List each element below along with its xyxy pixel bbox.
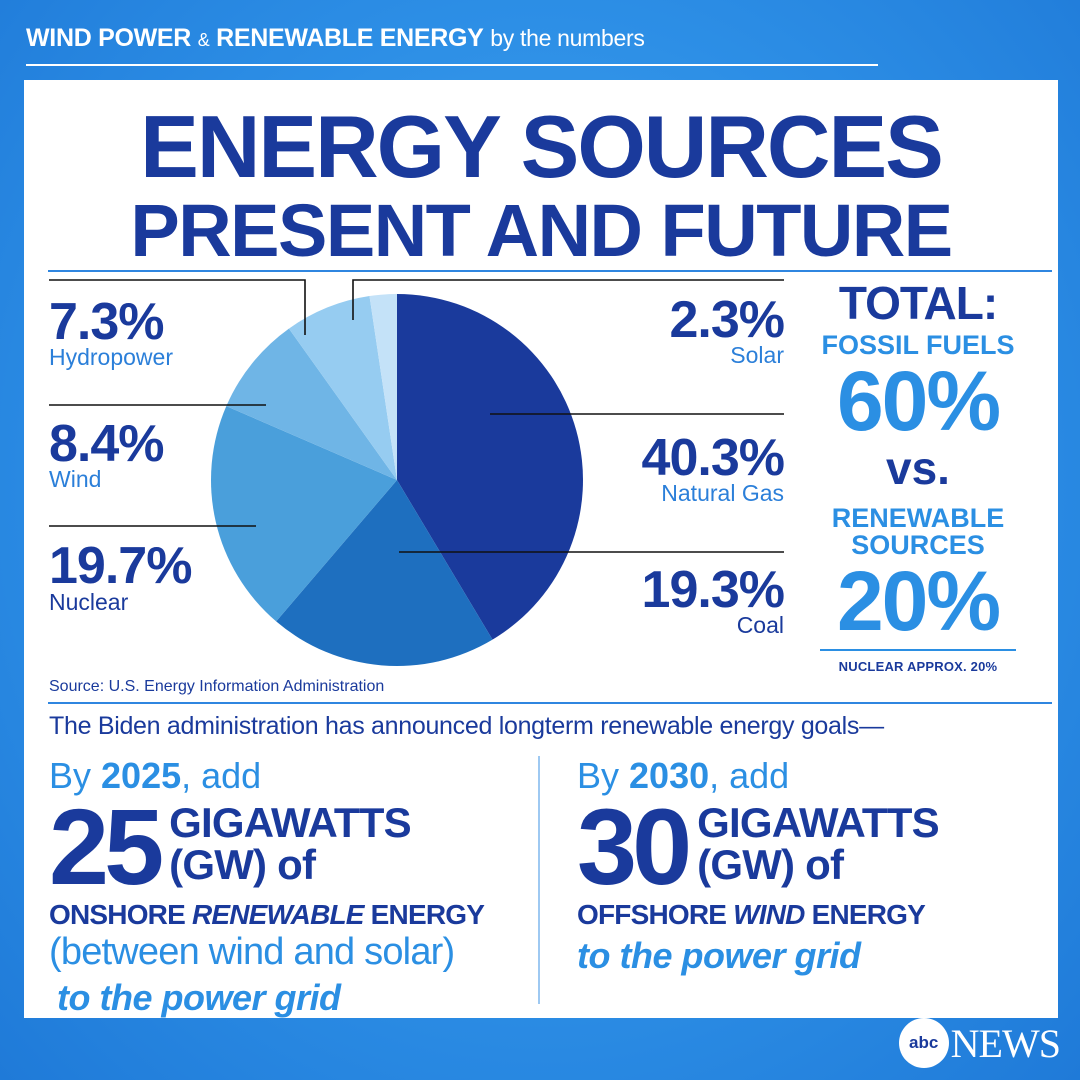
goal-2030-by: By	[577, 755, 620, 796]
goal-2030-year: 2030	[629, 755, 710, 796]
leader-lines	[49, 279, 784, 553]
slice-value-hydropower: 7.3%	[49, 293, 165, 351]
slice-value-coal: 19.3%	[641, 561, 785, 619]
goals-divider	[538, 756, 540, 1004]
pie-slice-solar	[369, 294, 397, 480]
leader-line-hydropower	[49, 279, 306, 335]
slice-label-hydropower: Hydropower	[49, 344, 173, 370]
goal-2030-what-post: ENERGY	[811, 899, 926, 931]
totals-divider	[820, 649, 1016, 651]
title-line1: ENERGY SOURCES	[140, 97, 944, 196]
totals-panel: TOTAL: FOSSIL FUELS 60% vs. RENEWABLE SO…	[810, 280, 1026, 674]
goal-2030-what: OFFSHORE WIND ENERGY	[577, 899, 939, 931]
title-divider	[48, 270, 1052, 272]
slice-value-natural-gas: 40.3%	[641, 429, 785, 487]
goal-2025-unit-line1: GIGAWATTS	[169, 799, 411, 846]
goal-2030-add: , add	[709, 755, 790, 796]
abc-logo-icon: abc	[898, 1018, 949, 1068]
slice-label-wind: Wind	[49, 466, 102, 492]
slice-value-solar: 2.3%	[669, 291, 785, 349]
goal-2025-year: 2025	[101, 755, 182, 796]
goal-2025-by: By	[49, 755, 92, 796]
renewable-label-line2: SOURCES	[851, 530, 985, 560]
slice-value-wind: 8.4%	[49, 415, 165, 473]
slice-label-solar: Solar	[730, 342, 784, 368]
slice-value-nuclear: 19.7%	[49, 537, 192, 595]
section-divider	[48, 702, 1052, 704]
goal-2025-what-pre: ONSHORE	[49, 899, 186, 931]
goal-2030-unit-line1: GIGAWATTS	[697, 799, 939, 846]
goal-2030-grid: to the power grid	[577, 935, 861, 977]
goal-2025-add: , add	[181, 755, 262, 796]
header-part3: by the numbers	[490, 25, 645, 51]
pie-chart	[49, 279, 784, 667]
pie-slices	[210, 294, 583, 667]
abc-news-brand: abc NEWS	[898, 1018, 1061, 1068]
goal-2025-number: 25	[49, 786, 164, 907]
slice-label-coal: Coal	[736, 612, 784, 638]
goal-2030: By 2030, add 30 GIGAWATTS (GW) of OFFSHO…	[577, 758, 940, 977]
header-strap: WIND POWER & RENEWABLE ENERGY by the num…	[26, 24, 645, 53]
goal-2030-number: 30	[577, 786, 692, 907]
goal-2025-unit: GIGAWATTS (GW) of	[169, 802, 411, 886]
title-line2: PRESENT AND FUTURE	[130, 189, 953, 272]
header-divider	[26, 64, 878, 66]
goal-2025-what-em: RENEWABLE	[191, 899, 365, 931]
goal-2030-what-pre: OFFSHORE	[577, 899, 727, 931]
goal-2030-row: 30 GIGAWATTS (GW) of	[577, 786, 940, 907]
slice-label-nuclear: Nuclear	[49, 589, 129, 615]
renewable-value: 20%	[836, 554, 1001, 648]
goal-2030-unit: GIGAWATTS (GW) of	[697, 802, 939, 886]
pie-slice-hydropower	[288, 296, 397, 480]
header-part2: RENEWABLE ENERGY	[216, 24, 484, 52]
goal-2030-unit-line2: (GW) of	[697, 841, 844, 888]
totals-label: TOTAL:	[838, 277, 998, 329]
fossil-fuels-label: FOSSIL FUELS	[821, 330, 1015, 360]
goal-2030-heading: By 2030, add	[577, 758, 939, 794]
pie-slice-wind	[226, 328, 397, 480]
news-wordmark: NEWS	[950, 1020, 1061, 1066]
pie-slice-natural-gas	[397, 294, 583, 640]
goal-2025-what-post: ENERGY	[370, 899, 485, 931]
header-part1: WIND POWER	[26, 24, 192, 52]
announcement-text: The Biden administration has announced l…	[49, 712, 884, 740]
chart-source: Source: U.S. Energy Information Administ…	[49, 678, 385, 695]
renewable-label-line1: RENEWABLE	[831, 503, 1005, 533]
goal-2030-what-em: WIND	[733, 899, 805, 931]
slice-label-natural-gas: Natural Gas	[661, 480, 784, 506]
header-amp: &	[197, 30, 210, 50]
leader-line-solar	[352, 279, 784, 320]
goal-2025-row: 25 GIGAWATTS (GW) of	[49, 786, 484, 907]
infographic-card: ENERGY SOURCES PRESENT AND FUTURE 7.3% H…	[24, 80, 1058, 1018]
nuclear-note: NUCLEAR APPROX. 20%	[838, 659, 998, 674]
versus-label: vs.	[886, 442, 950, 494]
goal-2025-what: ONSHORE RENEWABLE ENERGY	[49, 899, 485, 931]
goal-2025-paren: (between wind and solar)	[49, 931, 455, 974]
goal-2025-heading: By 2025, add	[49, 758, 484, 794]
pie-slice-coal	[276, 480, 493, 667]
goal-2025: By 2025, add 25 GIGAWATTS (GW) of ONSHOR…	[49, 758, 485, 1019]
pie-slice-nuclear	[210, 406, 397, 622]
goal-2025-grid: to the power grid	[57, 977, 341, 1019]
goal-2025-unit-line2: (GW) of	[169, 841, 316, 888]
fossil-fuels-value: 60%	[836, 354, 1001, 448]
